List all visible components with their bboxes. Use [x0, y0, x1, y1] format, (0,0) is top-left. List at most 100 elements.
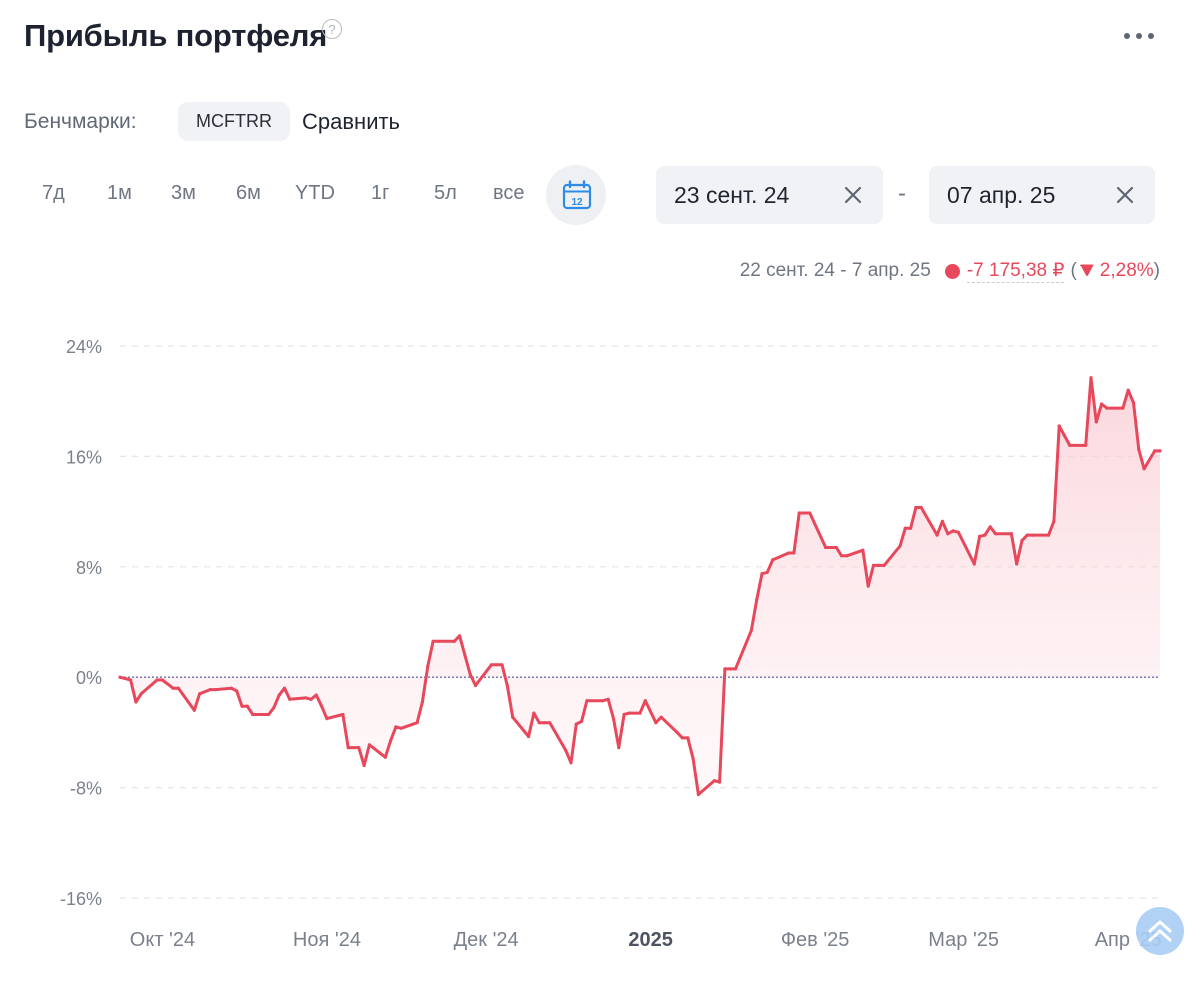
data-point [675, 730, 679, 735]
data-point [362, 763, 366, 768]
data-point [1031, 533, 1035, 537]
data-point [898, 544, 902, 548]
period-1m[interactable]: 1м [107, 182, 132, 204]
data-point [680, 736, 685, 740]
data-point [627, 711, 632, 715]
data-point [129, 678, 133, 682]
data-point [155, 678, 159, 682]
data-point [808, 511, 812, 515]
data-point [940, 519, 945, 523]
benchmark-chip[interactable]: MCFTRR [178, 102, 290, 141]
data-point [935, 533, 939, 537]
data-point [389, 739, 393, 743]
data-point [696, 792, 701, 797]
calendar-day: 12 [571, 197, 583, 208]
data-point [728, 667, 732, 671]
data-point [500, 663, 504, 667]
data-point [845, 554, 849, 558]
data-point [240, 704, 244, 708]
data-point [229, 686, 233, 690]
period-summary: 22 сент. 24 - 7 апр. 25 -7 175,38 ₽ ( 2,… [740, 259, 1160, 283]
data-point [341, 712, 345, 717]
y-tick-label: 0% [76, 668, 102, 688]
data-point [505, 683, 509, 688]
data-point [139, 692, 143, 696]
data-point [251, 712, 255, 717]
data-point [473, 683, 478, 688]
data-point [951, 529, 955, 533]
date-from-field[interactable]: 23 сент. 24 [656, 166, 883, 224]
date-to-field[interactable]: 07 апр. 25 [929, 166, 1155, 224]
data-point [367, 743, 371, 747]
data-point [394, 725, 398, 729]
period-3m[interactable]: 3м [171, 182, 196, 204]
summary-range: 22 сент. 24 - 7 апр. 25 [739, 260, 931, 281]
compare-button[interactable]: Сравнить [302, 109, 401, 134]
y-tick-label: -16% [60, 889, 102, 909]
data-point [946, 532, 950, 536]
data-point [861, 548, 865, 552]
data-point [378, 751, 382, 755]
data-point [314, 693, 318, 697]
data-point [357, 746, 361, 750]
date-separator: - [898, 180, 906, 207]
data-point [829, 545, 833, 550]
data-point [1015, 562, 1019, 566]
data-point [1057, 424, 1061, 428]
data-point [601, 699, 605, 703]
help-icon[interactable]: ? [322, 19, 342, 39]
period-ytd[interactable]: YTD [295, 182, 335, 204]
data-point [919, 505, 923, 510]
date-from-value[interactable]: 23 сент. 24 [674, 182, 790, 208]
period-7d[interactable]: 7д [42, 182, 65, 204]
data-point [118, 675, 122, 679]
x-tick-label: 2025 [628, 929, 673, 951]
data-point [431, 639, 435, 643]
data-point [1094, 420, 1098, 424]
data-point [617, 746, 621, 750]
data-point [245, 704, 249, 708]
data-point [611, 717, 616, 721]
data-point [1153, 449, 1157, 453]
data-point [463, 653, 467, 657]
page-title: Прибыль портфеля [24, 18, 328, 53]
data-point [458, 634, 462, 638]
clear-date-from-icon[interactable] [841, 183, 865, 207]
data-point [585, 699, 589, 703]
x-tick-label: Фев '25 [781, 929, 850, 951]
data-point [643, 699, 647, 703]
data-point [1020, 539, 1024, 543]
data-point [426, 664, 430, 668]
date-to-value[interactable]: 07 апр. 25 [947, 182, 1056, 208]
data-point [1121, 406, 1125, 410]
data-point [192, 708, 196, 712]
data-point [580, 719, 584, 724]
data-point [452, 639, 456, 643]
data-point [351, 746, 356, 750]
data-point [527, 734, 531, 739]
data-point [1068, 443, 1072, 447]
data-point [1089, 376, 1093, 380]
calendar-button[interactable]: 12 [546, 165, 606, 225]
data-point [771, 558, 775, 562]
more-options-icon[interactable] [1122, 26, 1156, 46]
summary-change-abs[interactable]: -7 175,38 ₽ [966, 260, 1065, 283]
scroll-to-top-button[interactable] [1136, 907, 1184, 955]
data-point [871, 563, 876, 568]
benchmarks-label: Бенчмарки: [24, 110, 137, 133]
period-all[interactable]: все [493, 182, 525, 204]
data-point [760, 572, 764, 576]
period-6m[interactable]: 6м [236, 182, 261, 204]
data-point [1052, 519, 1056, 523]
data-point [574, 722, 578, 726]
data-point [834, 545, 838, 550]
clear-date-to-icon[interactable] [1113, 183, 1137, 207]
data-point [415, 721, 419, 725]
x-tick-label: Окт '24 [130, 929, 195, 951]
period-5y[interactable]: 5л [434, 182, 457, 204]
data-point [134, 700, 138, 704]
series-area [120, 377, 1160, 795]
data-point [659, 715, 663, 719]
period-1y[interactable]: 1г [371, 182, 390, 204]
